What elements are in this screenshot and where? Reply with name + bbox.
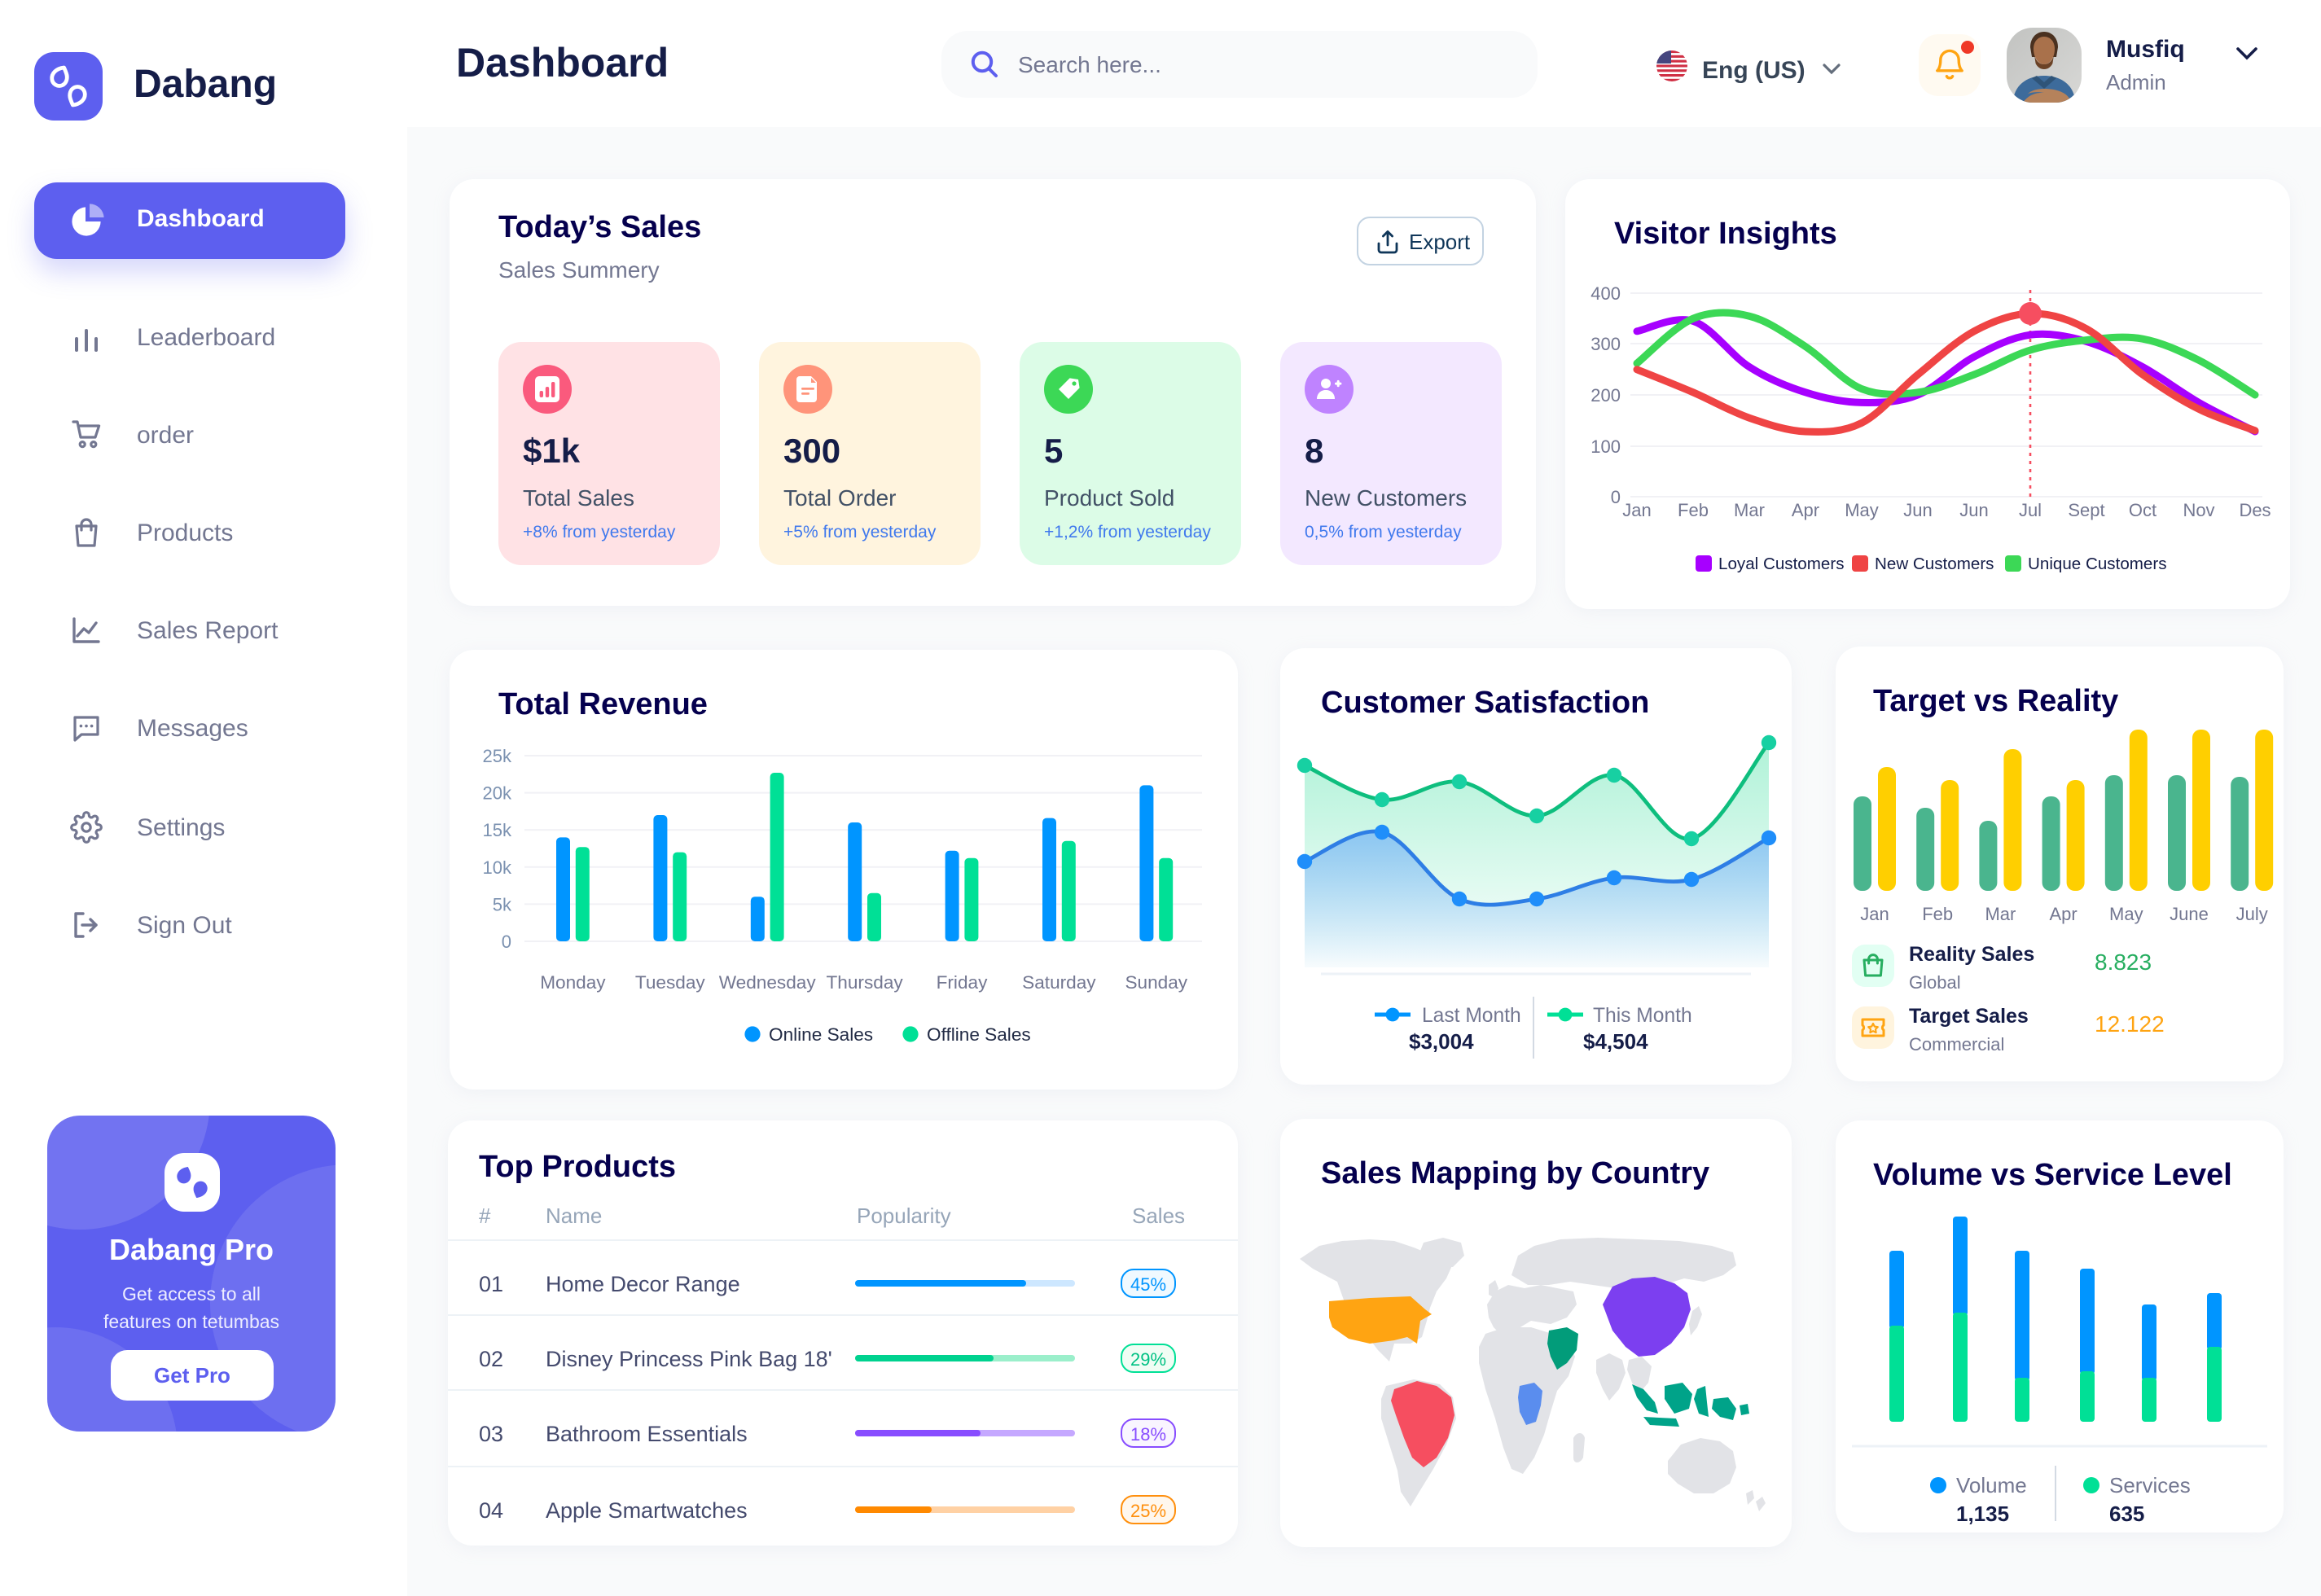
svg-text:Jan: Jan (1622, 500, 1651, 520)
svg-text:Jan: Jan (1860, 904, 1889, 924)
svg-text:Online Sales: Online Sales (769, 1024, 873, 1045)
svg-text:0: 0 (502, 932, 511, 952)
svg-text:Nov: Nov (2183, 500, 2214, 520)
svg-text:Friday: Friday (937, 972, 988, 993)
svg-text:Unique Customers: Unique Customers (2028, 555, 2167, 573)
svg-text:10k: 10k (483, 857, 512, 878)
svg-text:Sunday: Sunday (1125, 972, 1187, 993)
svg-text:400: 400 (1590, 283, 1621, 304)
svg-text:100: 100 (1590, 436, 1621, 457)
svg-text:Apr: Apr (1792, 500, 1819, 520)
svg-text:This Month: This Month (1593, 1005, 1692, 1027)
svg-text:Thursday: Thursday (827, 972, 904, 993)
svg-text:5k: 5k (493, 894, 512, 914)
svg-text:Services: Services (2109, 1473, 2191, 1497)
svg-text:Offline Sales: Offline Sales (927, 1024, 1031, 1045)
svg-text:June: June (2170, 904, 2209, 924)
svg-text:July: July (2236, 904, 2268, 924)
svg-text:New Customers: New Customers (1875, 555, 1994, 573)
svg-text:300: 300 (1590, 334, 1621, 354)
svg-text:Mar: Mar (1734, 500, 1765, 520)
svg-text:Saturday: Saturday (1022, 972, 1096, 993)
svg-text:Oct: Oct (2129, 500, 2156, 520)
svg-text:Feb: Feb (1678, 500, 1709, 520)
svg-text:Jun: Jun (1959, 500, 1988, 520)
svg-text:Last Month: Last Month (1422, 1005, 1521, 1027)
svg-text:Feb: Feb (1922, 904, 1953, 924)
svg-text:Des: Des (2239, 500, 2271, 520)
svg-text:1,135: 1,135 (1956, 1502, 2009, 1526)
svg-text:Tuesday: Tuesday (635, 972, 706, 993)
svg-text:Monday: Monday (540, 972, 606, 993)
svg-text:May: May (2109, 904, 2143, 924)
svg-text:Mar: Mar (1985, 904, 2016, 924)
svg-text:25k: 25k (483, 746, 512, 766)
svg-text:15k: 15k (483, 820, 512, 840)
svg-text:20k: 20k (483, 783, 512, 804)
svg-text:635: 635 (2109, 1502, 2144, 1526)
svg-text:0: 0 (1611, 487, 1621, 507)
svg-text:Jul: Jul (2019, 500, 2042, 520)
svg-text:$3,004: $3,004 (1409, 1029, 1474, 1054)
svg-text:Wednesday: Wednesday (719, 972, 817, 993)
svg-text:200: 200 (1590, 385, 1621, 406)
svg-text:Loyal Customers: Loyal Customers (1718, 555, 1845, 573)
svg-text:Apr: Apr (2049, 904, 2077, 924)
svg-text:Sept: Sept (2068, 500, 2104, 520)
svg-text:May: May (1845, 500, 1879, 520)
svg-text:Volume: Volume (1956, 1473, 2027, 1497)
svg-text:Jun: Jun (1903, 500, 1932, 520)
svg-text:$4,504: $4,504 (1583, 1029, 1648, 1054)
